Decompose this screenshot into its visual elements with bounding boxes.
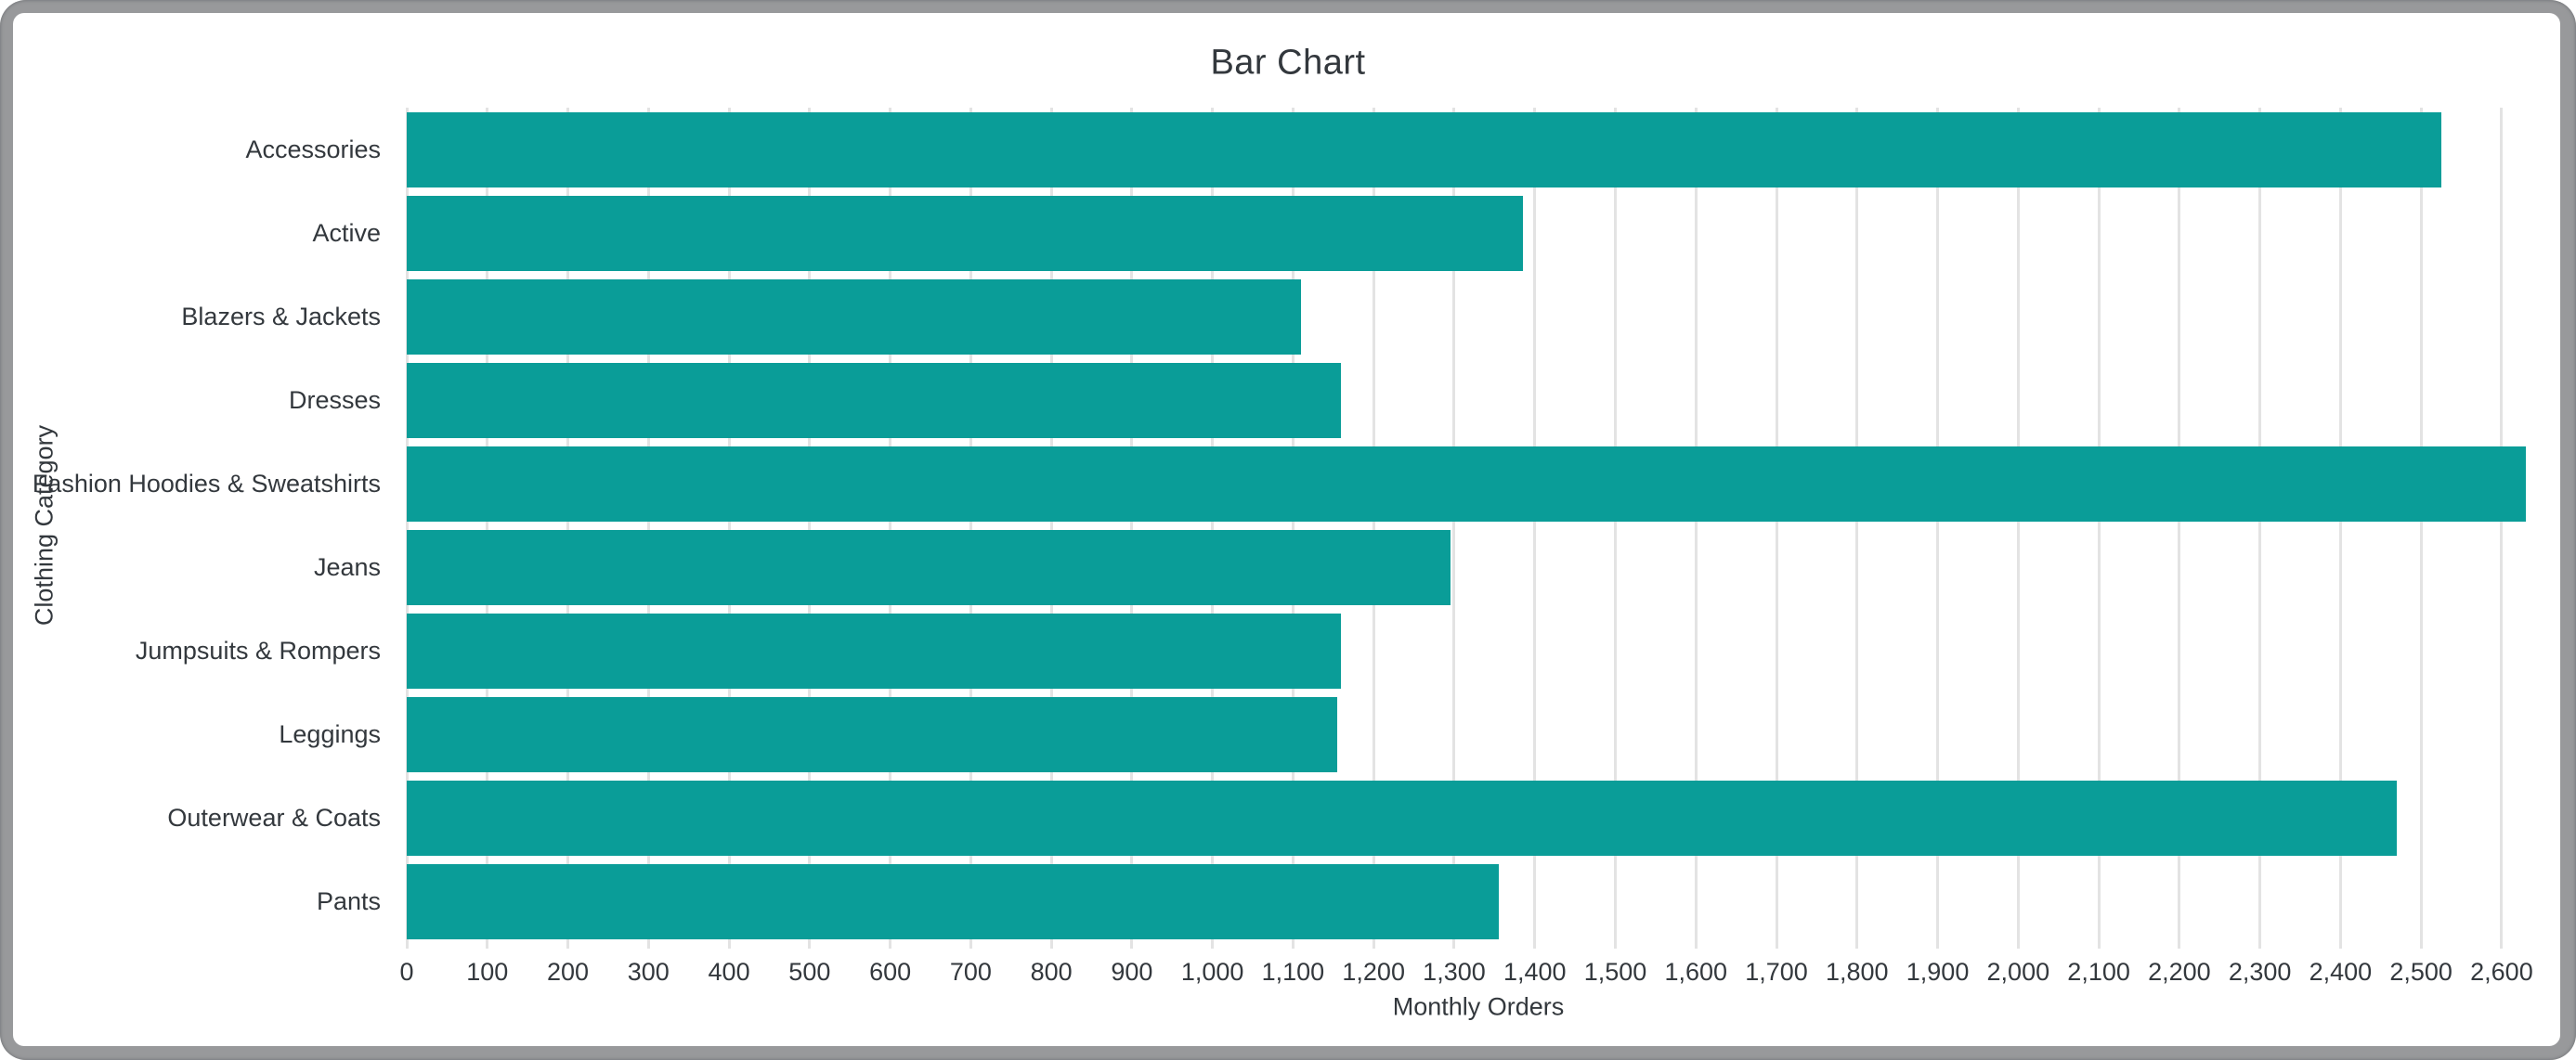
gridline <box>1130 108 1134 949</box>
x-axis-label: 400 <box>708 958 750 986</box>
y-axis-label: Fashion Hoodies & Sweatshirts <box>32 470 381 498</box>
x-axis-label: 600 <box>869 958 912 986</box>
x-axis-label: 700 <box>949 958 992 986</box>
gridline <box>1775 108 1778 949</box>
gridline <box>2178 108 2181 949</box>
x-axis-label: 1,800 <box>1826 958 1889 986</box>
gridline <box>1533 108 1537 949</box>
gridline <box>1291 108 1295 949</box>
gridline <box>1211 108 1215 949</box>
bar-jeans[interactable] <box>407 529 1451 605</box>
y-axis-label: Pants <box>316 887 381 915</box>
gridline <box>889 108 892 949</box>
x-axis-label: 1,700 <box>1745 958 1808 986</box>
gridline <box>2016 108 2020 949</box>
x-axis-label: 1,100 <box>1261 958 1325 986</box>
chart-title: Bar Chart <box>1210 43 1366 83</box>
x-axis-label: 200 <box>547 958 590 986</box>
y-axis-label: Outerwear & Coats <box>167 804 381 832</box>
x-axis-label: 2,200 <box>2148 958 2211 986</box>
x-axis-label: 500 <box>788 958 831 986</box>
x-axis-label: 300 <box>627 958 670 986</box>
bar-fashion-hoodies-sweatshirts[interactable] <box>407 446 2526 522</box>
x-axis-label: 1,300 <box>1423 958 1486 986</box>
gridline <box>2338 108 2342 949</box>
gridline <box>1694 108 1698 949</box>
gridline <box>2097 108 2101 949</box>
x-axis-label: 1,600 <box>1664 958 1728 986</box>
bar-blazers-jackets[interactable] <box>407 278 1302 355</box>
x-axis-label: 2,400 <box>2309 958 2373 986</box>
gridline <box>1049 108 1053 949</box>
gridline <box>2258 108 2262 949</box>
x-axis-label: 1,400 <box>1503 958 1567 986</box>
x-axis-label: 1,500 <box>1583 958 1647 986</box>
gridline <box>2500 108 2504 949</box>
x-axis-label: 2,100 <box>2067 958 2130 986</box>
gridline <box>808 108 812 949</box>
x-axis-label: 900 <box>1111 958 1153 986</box>
x-axis-label: 2,300 <box>2228 958 2292 986</box>
y-axis-title: Clothing Category <box>30 424 59 627</box>
y-axis-label: Dresses <box>288 386 381 414</box>
x-axis-label: 0 <box>399 958 414 986</box>
gridline <box>1614 108 1617 949</box>
gridline <box>566 108 570 949</box>
gridline <box>727 108 731 949</box>
x-axis-label: 1,000 <box>1180 958 1244 986</box>
x-axis-label: 100 <box>466 958 509 986</box>
bar-leggings[interactable] <box>407 696 1338 772</box>
gridline <box>1855 108 1859 949</box>
bar-dresses[interactable] <box>407 362 1342 438</box>
y-axis-label: Jumpsuits & Rompers <box>135 637 381 665</box>
gridline <box>1372 108 1375 949</box>
gridline <box>646 108 650 949</box>
gridline <box>1452 108 1456 949</box>
gridline <box>1936 108 1940 949</box>
y-axis-label: Accessories <box>245 136 381 163</box>
x-axis-label: 1,900 <box>1906 958 1970 986</box>
gridline <box>2419 108 2423 949</box>
gridline <box>486 108 489 949</box>
bar-accessories[interactable] <box>407 111 2441 187</box>
plot-area <box>405 108 2550 949</box>
x-axis-label: 2,000 <box>1986 958 2050 986</box>
x-axis-label: 2,500 <box>2389 958 2452 986</box>
y-axis-label: Jeans <box>313 553 381 581</box>
bar-pants[interactable] <box>407 863 1499 939</box>
y-axis-label: Blazers & Jackets <box>181 303 381 330</box>
y-axis-label: Active <box>312 219 381 247</box>
x-axis-title: Monthly Orders <box>1392 992 1565 1021</box>
y-axis-label: Leggings <box>279 720 381 748</box>
bar-active[interactable] <box>407 195 1523 271</box>
gridline <box>969 108 972 949</box>
x-axis-label: 1,200 <box>1342 958 1405 986</box>
bar-outerwear-coats[interactable] <box>407 780 2398 856</box>
x-axis-label: 2,600 <box>2470 958 2533 986</box>
bar-jumpsuits-rompers[interactable] <box>407 613 1342 689</box>
gridline <box>405 108 409 949</box>
x-axis-label: 800 <box>1030 958 1073 986</box>
